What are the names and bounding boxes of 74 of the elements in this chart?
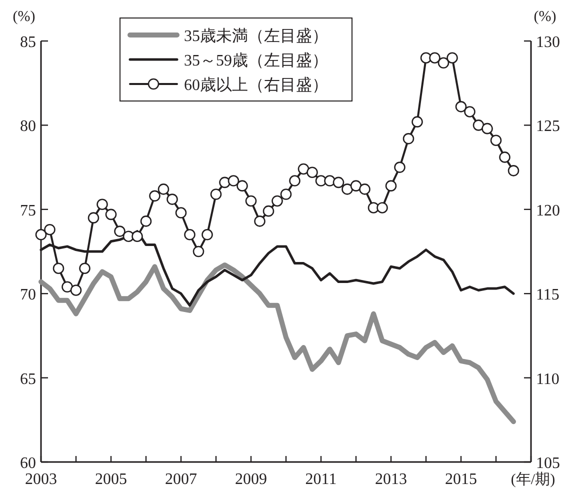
point [298, 163, 310, 175]
legend-label: 35～59歳（左目盛） [184, 52, 328, 70]
point [438, 57, 450, 69]
point [88, 212, 100, 224]
point [350, 180, 362, 192]
point [79, 262, 90, 274]
x-tick-label: 2013 [375, 471, 407, 488]
x-tick-label: 2015 [445, 471, 477, 488]
y-tick-label: 85 [20, 34, 36, 51]
x-tick-label: 2005 [95, 471, 127, 488]
point [402, 133, 414, 144]
x-axis-title: (年/期) [510, 471, 556, 488]
point [132, 230, 143, 242]
y-tick-label: 80 [20, 118, 36, 136]
y2-tick-label: 130 [536, 34, 560, 51]
point [192, 246, 204, 258]
point [289, 175, 300, 186]
point [228, 175, 240, 186]
point [272, 195, 283, 207]
point [96, 198, 108, 210]
point [394, 162, 406, 173]
y2-tick-label: 120 [536, 202, 560, 220]
point [44, 224, 56, 236]
point [446, 52, 458, 64]
point [140, 216, 152, 227]
point [105, 208, 117, 220]
point [280, 188, 292, 200]
y-tick-label: 60 [20, 455, 36, 472]
legend-label: 35歳未満（左目盛） [184, 27, 328, 45]
point [376, 202, 388, 214]
point [455, 101, 467, 112]
point [359, 184, 370, 195]
point [412, 116, 423, 128]
point [184, 229, 196, 240]
y2-tick-label: 105 [536, 455, 560, 472]
point [464, 106, 476, 118]
point [158, 184, 170, 195]
y-tick-label: 65 [20, 370, 36, 388]
point [306, 166, 318, 178]
y2-axis-title: (%) [534, 9, 556, 25]
y2-tick-label: 125 [536, 118, 560, 136]
point [254, 216, 266, 227]
y-tick-label: 70 [20, 286, 36, 304]
legend-label: 60歳以上（右目盛） [184, 76, 328, 94]
point [35, 229, 47, 240]
point [245, 195, 257, 207]
point [262, 205, 274, 217]
point [236, 180, 248, 192]
x-tick-label: 2009 [235, 471, 267, 488]
point [499, 152, 510, 163]
point [202, 229, 213, 240]
x-tick-label: 2011 [305, 471, 337, 488]
point [149, 190, 160, 202]
point [482, 122, 493, 134]
point [114, 226, 126, 237]
point [210, 188, 222, 200]
point [332, 176, 344, 188]
point [490, 134, 502, 146]
y2-tick-label: 115 [536, 286, 560, 304]
point [70, 284, 82, 296]
point [52, 262, 64, 274]
point [175, 207, 187, 218]
x-tick-label: 2003 [25, 471, 57, 488]
y2-tick-label: 110 [536, 370, 560, 388]
point [166, 194, 178, 205]
x-tick-label: 2007 [165, 471, 197, 488]
point [508, 165, 520, 176]
point [342, 184, 353, 195]
point [429, 52, 440, 64]
y-axis-title: (%) [12, 9, 36, 25]
y-tick-label: 75 [20, 202, 36, 220]
point [62, 281, 73, 293]
point [472, 120, 484, 131]
point [385, 180, 397, 192]
